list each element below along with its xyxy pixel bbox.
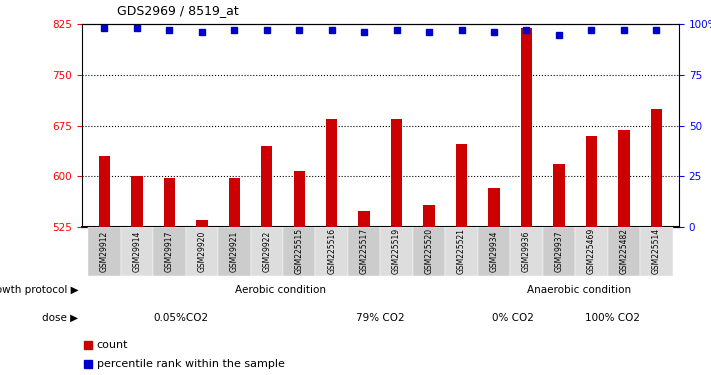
Text: GSM225515: GSM225515	[295, 228, 304, 274]
Bar	[294, 171, 305, 227]
FancyBboxPatch shape	[478, 227, 510, 276]
FancyBboxPatch shape	[283, 227, 316, 276]
FancyBboxPatch shape	[186, 227, 218, 276]
Text: GSM29936: GSM29936	[522, 231, 531, 272]
Bar	[586, 136, 597, 227]
FancyBboxPatch shape	[218, 227, 250, 276]
Bar	[456, 144, 467, 227]
FancyBboxPatch shape	[510, 227, 542, 276]
FancyBboxPatch shape	[608, 227, 640, 276]
Bar	[326, 119, 338, 227]
FancyBboxPatch shape	[88, 227, 121, 276]
FancyBboxPatch shape	[250, 227, 283, 276]
Text: GDS2969 / 8519_at: GDS2969 / 8519_at	[117, 4, 239, 17]
Text: GSM225521: GSM225521	[457, 228, 466, 274]
Text: GSM225519: GSM225519	[392, 228, 401, 274]
Text: percentile rank within the sample: percentile rank within the sample	[97, 359, 284, 369]
Text: growth protocol ▶: growth protocol ▶	[0, 285, 78, 295]
Bar	[651, 109, 662, 227]
Text: GSM225514: GSM225514	[652, 228, 661, 274]
Text: Anaerobic condition: Anaerobic condition	[528, 285, 631, 295]
Text: GSM29921: GSM29921	[230, 231, 239, 272]
FancyBboxPatch shape	[542, 227, 575, 276]
Text: 0.05%CO2: 0.05%CO2	[154, 313, 209, 323]
Bar	[553, 164, 565, 227]
Bar	[196, 220, 208, 227]
Text: GSM29917: GSM29917	[165, 231, 174, 272]
FancyBboxPatch shape	[316, 227, 348, 276]
FancyBboxPatch shape	[640, 227, 673, 276]
Text: 0% CO2: 0% CO2	[492, 313, 534, 323]
Text: GSM225482: GSM225482	[619, 228, 629, 274]
Text: GSM29912: GSM29912	[100, 231, 109, 272]
Text: Aerobic condition: Aerobic condition	[235, 285, 326, 295]
FancyBboxPatch shape	[445, 227, 478, 276]
Text: GSM29934: GSM29934	[489, 231, 498, 272]
Bar	[132, 176, 143, 227]
FancyBboxPatch shape	[380, 227, 413, 276]
FancyBboxPatch shape	[121, 227, 153, 276]
Text: GSM225469: GSM225469	[587, 228, 596, 274]
Bar	[229, 178, 240, 227]
Bar	[358, 211, 370, 227]
Bar	[261, 146, 272, 227]
FancyBboxPatch shape	[575, 227, 608, 276]
Bar	[391, 119, 402, 227]
FancyBboxPatch shape	[413, 227, 445, 276]
Text: dose ▶: dose ▶	[42, 313, 78, 323]
Bar	[520, 28, 532, 227]
Bar	[164, 178, 175, 227]
Text: GSM225517: GSM225517	[360, 228, 369, 274]
Text: GSM29914: GSM29914	[132, 231, 141, 272]
Text: 100% CO2: 100% CO2	[585, 313, 640, 323]
Bar	[618, 130, 629, 227]
Bar	[488, 188, 500, 227]
FancyBboxPatch shape	[153, 227, 186, 276]
Text: GSM29920: GSM29920	[198, 231, 206, 272]
Bar	[423, 205, 434, 227]
Text: GSM29922: GSM29922	[262, 231, 272, 272]
Text: 79% CO2: 79% CO2	[356, 313, 405, 323]
Text: GSM225520: GSM225520	[424, 228, 434, 274]
FancyBboxPatch shape	[348, 227, 380, 276]
Text: GSM29937: GSM29937	[555, 231, 563, 272]
Text: count: count	[97, 340, 128, 350]
Text: GSM225516: GSM225516	[327, 228, 336, 274]
Bar	[99, 156, 110, 227]
